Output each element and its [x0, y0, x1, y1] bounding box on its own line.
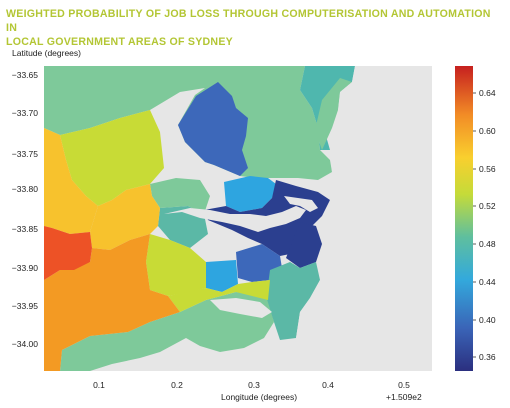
lga-region-eastern-navy [286, 222, 322, 268]
colorbar-tick-label: 0.36 [479, 352, 496, 362]
chart-title: WEIGHTED PROBABILITY OF JOB LOSS THROUGH… [6, 7, 496, 49]
y-tick-label: −33.70 [11, 108, 38, 118]
x-axis-label: Longitude (degrees) [221, 392, 298, 402]
x-tick-label: 0.4 [322, 380, 334, 390]
lga-region-northern-beaches [315, 78, 352, 150]
lga-region-lime-west [60, 110, 164, 206]
chart-title-line-2: LOCAL GOVERNMENT AREAS OF SYDNEY [6, 36, 233, 48]
y-tick-label: −33.95 [11, 301, 38, 311]
x-tick-label: 0.3 [248, 380, 260, 390]
lga-region-lime-central [146, 234, 206, 296]
lga-region-sky-south [206, 260, 238, 292]
colorbar [455, 66, 473, 371]
lga-region-east-teal [266, 262, 320, 340]
ocean-east [296, 66, 432, 371]
lga-region-sutherland [60, 292, 274, 371]
x-tick-label: 0.5 [398, 380, 410, 390]
lga-region-green-mid [150, 178, 210, 214]
lga-region-yellow-north [44, 128, 98, 234]
harbour-inlet [164, 206, 306, 232]
y-axis-label: Latitude (degrees) [12, 48, 81, 58]
colorbar-tick-label: 0.52 [479, 201, 496, 211]
colorbar-tick-label: 0.56 [479, 164, 496, 174]
colorbar-tick-label: 0.60 [479, 126, 496, 136]
y-tick-label: −33.75 [11, 149, 38, 159]
x-axis-offset: +1.509e2 [386, 392, 422, 402]
lga-region-blue-north [178, 82, 248, 176]
colorbar-tick-label: 0.48 [479, 239, 496, 249]
x-tick-label: 0.2 [171, 380, 183, 390]
y-tick-label: −33.65 [11, 70, 38, 80]
lga-region-yellow-mid [90, 184, 160, 250]
colorbar-tick-label: 0.40 [479, 315, 496, 325]
colorbar-ticks [473, 92, 476, 358]
chart-title-line-1: WEIGHTED PROBABILITY OF JOB LOSS THROUGH… [6, 8, 491, 34]
colorbar-tick-label: 0.44 [479, 277, 496, 287]
lga-region-orange-west [44, 234, 180, 371]
lga-region-sky-north [224, 176, 276, 212]
lga-region-red-west [44, 226, 92, 280]
colorbar-tick-label: 0.64 [479, 88, 496, 98]
x-tick-label: 0.1 [93, 380, 105, 390]
botany-bay-inlet [210, 298, 272, 318]
y-tick-label: −34.00 [11, 339, 38, 349]
y-tick-label: −33.85 [11, 224, 38, 234]
harbour-inlet-arm [284, 196, 318, 212]
lga-region-lime-south [168, 280, 270, 312]
y-tick-label: −33.80 [11, 184, 38, 194]
y-tick-label: −33.90 [11, 263, 38, 273]
